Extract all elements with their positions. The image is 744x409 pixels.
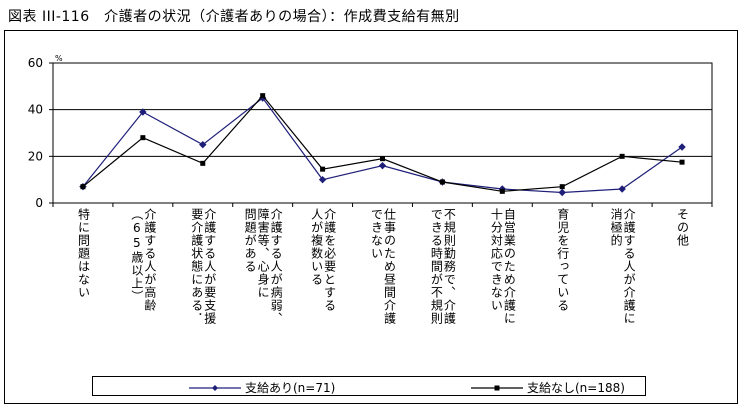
legend-label: 支給なし(n=188) xyxy=(527,381,625,395)
data-point xyxy=(140,135,146,141)
data-point xyxy=(678,143,686,151)
data-point xyxy=(139,108,147,116)
data-point xyxy=(260,93,266,99)
x-tick-label: 特に問題はない xyxy=(76,208,91,299)
x-tick-label: 仕事のため昼間介護 できない xyxy=(369,208,397,325)
legend-item: 支給あり(n=71) xyxy=(189,379,335,396)
y-tick-label: 0 xyxy=(35,196,43,210)
series-line-1 xyxy=(82,97,683,194)
data-point xyxy=(200,160,206,166)
legend: 支給あり(n=71) 支給なし(n=188) xyxy=(92,376,646,396)
x-tick-label: 介護する人が高齢 （65歳以上） xyxy=(129,208,157,312)
data-point xyxy=(499,188,505,194)
x-tick-label: 育児を行っている xyxy=(555,208,570,312)
y-tick-label: 40 xyxy=(28,103,43,117)
x-tick-label: 介護する人が介護に 消極的 xyxy=(609,208,637,325)
legend-label: 支給あり(n=71) xyxy=(245,381,336,395)
legend-swatch xyxy=(189,384,241,391)
chart-title: 図表 III-116 介護者の状況（介護者ありの場合）：作成費支給有無別 xyxy=(8,9,460,25)
y-unit-label: % xyxy=(55,54,63,63)
data-point xyxy=(558,188,566,197)
plot-area xyxy=(52,62,713,204)
data-point xyxy=(380,156,385,162)
data-point xyxy=(80,184,86,190)
data-point xyxy=(679,159,685,165)
legend-item: 支給なし(n=188) xyxy=(471,379,625,396)
data-point xyxy=(559,184,565,190)
x-tick-label: 介護を必要とする 人が複数いる xyxy=(309,208,337,312)
data-point xyxy=(618,185,626,193)
data-point xyxy=(320,166,326,172)
y-tick-label: 60 xyxy=(28,56,43,70)
x-tick-label: その他 xyxy=(675,208,690,247)
x-tick-label: 不規則勤務で、介護 できる時間が不規則 xyxy=(429,208,457,325)
data-point xyxy=(318,175,327,184)
data-point xyxy=(439,179,445,185)
data-point xyxy=(378,161,387,170)
x-tick-label: 介護する人が要支援 要介護状態にある． xyxy=(189,208,217,325)
x-tick-label: 自営業のため介護に 十分対応できない xyxy=(489,208,517,325)
x-tick-label: 介護する人が病弱、 障害等、心身に 問題がある xyxy=(243,208,284,325)
data-point xyxy=(199,140,207,149)
data-point xyxy=(619,153,625,159)
chart-frame xyxy=(4,30,738,404)
y-tick-label: 20 xyxy=(28,149,43,163)
legend-swatch xyxy=(471,385,523,390)
